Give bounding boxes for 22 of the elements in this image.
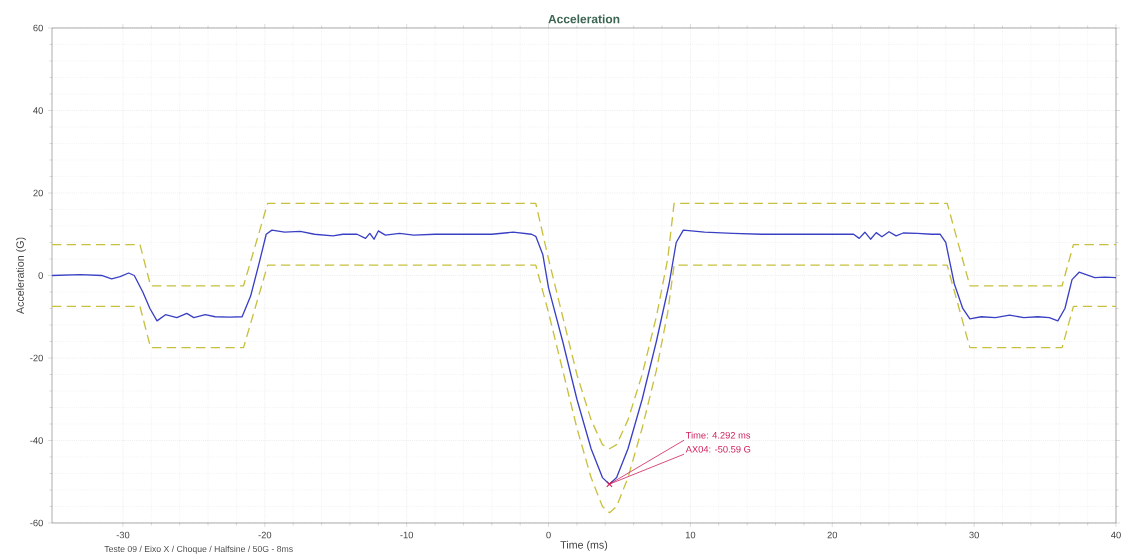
- y-axis-title: Acceleration (G): [16, 237, 26, 314]
- y-tick-label: -40: [30, 437, 43, 444]
- x-tick-label: 40: [1111, 531, 1121, 539]
- y-tick-label: -20: [30, 354, 43, 362]
- x-tick-label: 0: [546, 531, 551, 539]
- x-tick-label: -20: [258, 531, 272, 539]
- annotation: AX04: -50.59 G: [685, 445, 751, 453]
- x-tick-label: 10: [685, 531, 696, 539]
- chart-title: Acceleration: [548, 14, 620, 24]
- x-axis-title: Time (ms): [560, 540, 608, 551]
- x-tick-label: -10: [400, 531, 414, 539]
- x-tick-label: 20: [827, 531, 838, 539]
- y-tick-label: 60: [33, 24, 43, 32]
- y-tick-label: 0: [38, 272, 43, 279]
- y-tick-label: 20: [33, 189, 43, 197]
- annotation: Time: 4.292 ms: [685, 431, 751, 439]
- x-tick-label: 30: [969, 531, 979, 539]
- y-tick-label: 40: [33, 107, 43, 114]
- x-tick-label: -30: [116, 531, 130, 539]
- line-series: [52, 264, 1116, 514]
- y-tick-label: -60: [30, 519, 43, 527]
- text: Teste 09 / Eixo X / Choque / Halfsine / 50G - 8ms: [104, 545, 293, 554]
